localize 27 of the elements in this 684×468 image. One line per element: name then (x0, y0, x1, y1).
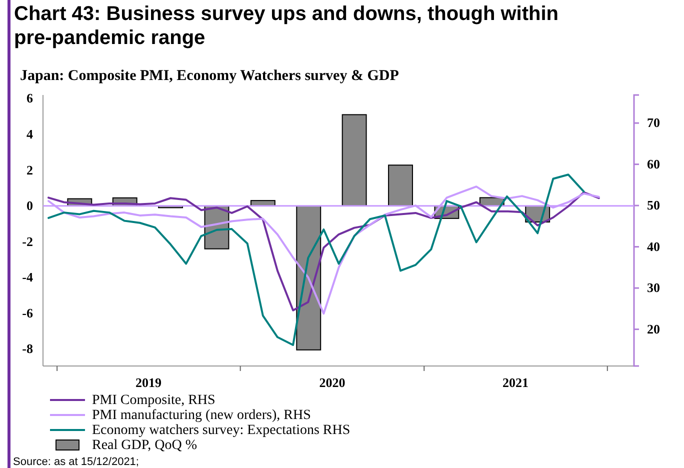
x-tick-label: 2019 (135, 375, 162, 390)
legend-label: PMI manufacturing (new orders), RHS (92, 408, 311, 423)
chart-title: Chart 43: Business survey ups and downs, though within pre-pandemic range (14, 3, 559, 49)
x-tick-label: 2020 (319, 375, 346, 390)
bar (342, 114, 367, 206)
line-series (48, 174, 585, 346)
y-tick-label: -6 (22, 305, 34, 320)
y-tick-label: 4 (26, 126, 34, 142)
y-tick-label: 0 (26, 198, 33, 214)
chart-subtitle: Japan: Composite PMI, Economy Watchers survey & GDP (20, 68, 399, 84)
y2-tick-label: 30 (647, 280, 660, 296)
y-tick-label: -8 (22, 341, 34, 356)
y-tick-label: -4 (22, 270, 34, 285)
y-tick-label: 6 (26, 90, 34, 106)
legend-label: Real GDP, QoQ % (92, 438, 198, 453)
y2-tick-label: 50 (647, 198, 660, 213)
source-note: Source: as at 15/12/2021; (13, 456, 139, 468)
y2-tick-label: 70 (647, 115, 660, 130)
y2-tick-label: 60 (647, 156, 660, 172)
y2-tick-label: 40 (647, 238, 660, 254)
bar (388, 164, 413, 206)
y-tick-label: -2 (22, 234, 33, 249)
x-tick-label: 2021 (502, 375, 528, 390)
y2-tick-label: 20 (647, 321, 660, 336)
legend-label: Economy watchers survey: Expectations RHS (92, 423, 350, 438)
legend-label: PMI Composite, RHS (92, 393, 216, 408)
y-tick-label: 2 (26, 162, 33, 178)
